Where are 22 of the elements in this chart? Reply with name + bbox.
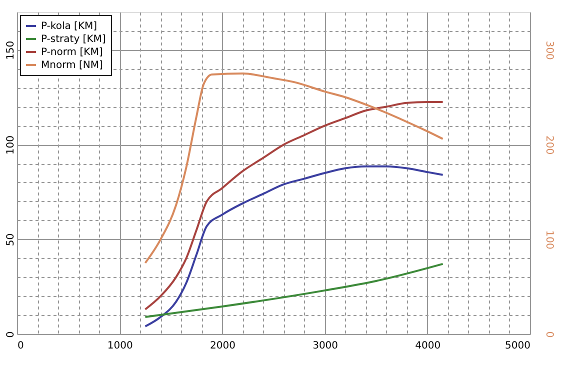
line-series [144, 165, 444, 328]
y2-tick-label: 0 [544, 331, 554, 338]
line-series [144, 100, 444, 310]
line-series [144, 72, 444, 264]
x-tick-label: 3000 [312, 340, 338, 352]
y-tick-label: 100 [6, 136, 16, 155]
legend-label: Mnorm [NM] [41, 60, 103, 71]
y2-tick-label: 100 [544, 230, 554, 250]
line-series [144, 262, 444, 318]
x-tick-label: 2000 [210, 340, 236, 352]
x-tick-label: 0 [18, 340, 24, 352]
x-tick-label: 5000 [505, 340, 530, 352]
y2-tick-label: 300 [544, 40, 554, 60]
y-tick-label: 0 [6, 331, 16, 338]
y-tick-label: 150 [6, 40, 16, 60]
y2-tick-label: 200 [544, 136, 554, 155]
x-tick-label: 1000 [107, 340, 133, 352]
legend-label: P-straty [KM] [41, 34, 106, 45]
y-tick-label: 50 [6, 233, 16, 246]
legend-label: P-kola [KM] [41, 21, 98, 32]
legend-label: P-norm [KM] [41, 47, 103, 58]
x-tick-label: 4000 [415, 340, 441, 352]
